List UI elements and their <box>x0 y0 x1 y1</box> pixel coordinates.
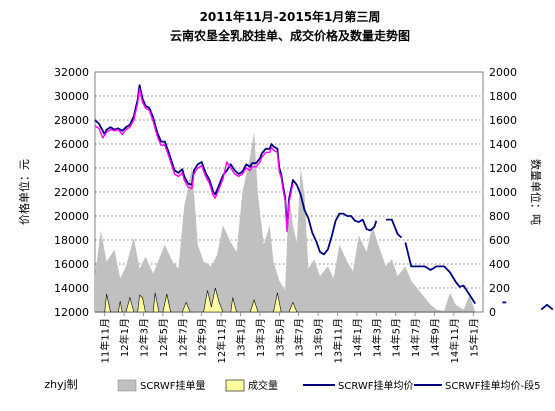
legend-item-traded: 成交量 <box>225 379 278 392</box>
y-right-tick-label: 600 <box>489 234 510 247</box>
legend-label-volume: SCRWF挂单量 <box>140 379 206 392</box>
x-axis-ticks: 11年11月 12年1月 12年3月 12年5月 12年7月 12年9月 12年11月 13年… <box>99 312 480 363</box>
area-series <box>95 132 476 313</box>
x-tick-label: 15年1月 <box>467 318 480 357</box>
x-tick-label: 14年9月 <box>429 318 442 357</box>
y-right-tick-label: 1200 <box>489 162 517 175</box>
y-right-tick-label: 1800 <box>489 90 517 103</box>
y-left-tick-label: 32000 <box>54 66 89 79</box>
y-right-tick-label: 2000 <box>489 66 517 79</box>
y-right-tick-label: 1400 <box>489 138 517 151</box>
y-axis-right-ticks: 0 200 400 600 800 1000 1200 1400 1600 1800 2000 <box>489 66 517 319</box>
x-tick-label: 12年7月 <box>176 318 189 357</box>
area-series-1 <box>95 287 476 313</box>
legend-swatch-traded <box>225 379 245 392</box>
x-tick-label: 14年7月 <box>409 318 422 357</box>
x-tick-label: 14年1月 <box>351 318 364 357</box>
line-series-3 <box>386 218 403 239</box>
y-right-tick-label: 0 <box>489 306 496 319</box>
y-right-tick-label: 800 <box>489 210 510 223</box>
y-left-tick-label: 14000 <box>54 282 89 295</box>
legend-item-volume: SCRWF挂单量 <box>117 379 206 392</box>
x-tick-label: 13年9月 <box>312 318 325 357</box>
x-tick-label: 13年7月 <box>293 318 306 357</box>
x-tick-label: 12年3月 <box>138 318 151 357</box>
area-series-0 <box>95 132 476 312</box>
y-left-tick-label: 16000 <box>54 258 89 271</box>
y-right-tick-label: 1600 <box>489 114 517 127</box>
x-tick-label: 14年11月 <box>448 318 461 363</box>
y-right-tick-label: 1000 <box>489 186 517 199</box>
y-left-tick-label: 22000 <box>54 186 89 199</box>
y-left-tick-label: 20000 <box>54 210 89 223</box>
credit-label: zhyj制 <box>44 378 77 391</box>
x-tick-label: 12年9月 <box>196 318 209 357</box>
x-tick-label: 13年5月 <box>273 318 286 357</box>
line-series-6 <box>540 303 554 311</box>
legend: zhyj制 SCRWF挂单量 成交量 SCRWF挂单均价 SCRWF挂单均价-段… <box>44 378 540 392</box>
y-axis-right-label: 数量单位：吨 <box>529 159 543 225</box>
y-left-tick-label: 28000 <box>54 114 89 127</box>
y-left-tick-label: 12000 <box>54 306 89 319</box>
y-right-tick-label: 400 <box>489 258 510 271</box>
x-tick-label: 14年3月 <box>370 318 383 357</box>
y-left-tick-label: 18000 <box>54 234 89 247</box>
x-tick-label: 12年5月 <box>157 318 170 357</box>
x-tick-label: 13年3月 <box>254 318 267 357</box>
x-tick-label: 14年5月 <box>390 318 403 357</box>
chart-subtitle: 云南农垦全乳胶挂单、成交价格及数量走势图 <box>170 28 410 43</box>
x-tick-label: 11年11月 <box>99 318 112 363</box>
legend-item-avg-price: SCRWF挂单均价 <box>303 379 414 392</box>
x-tick-label: 13年1月 <box>235 318 248 357</box>
y-right-tick-label: 200 <box>489 282 510 295</box>
legend-label-traded: 成交量 <box>248 379 278 392</box>
legend-label-avg-price: SCRWF挂单均价 <box>338 379 414 392</box>
x-tick-label: 12年1月 <box>118 318 131 357</box>
y-left-tick-label: 26000 <box>54 138 89 151</box>
legend-item-min-price: SCRWF挂单均价-段5 <box>414 379 540 392</box>
y-left-tick-label: 24000 <box>54 162 89 175</box>
line-series <box>94 84 554 311</box>
y-axis-left-ticks: 12000 14000 16000 18000 20000 22000 24000 26000… <box>54 66 89 319</box>
chart-title: 2011年11月-2015年1月第三周 <box>200 9 381 24</box>
x-tick-label: 12年11月 <box>215 318 228 363</box>
y-axis-left-label: 价格单位：元 <box>17 159 31 225</box>
legend-label-min-price: SCRWF挂单均价-段5 <box>445 379 540 392</box>
legend-swatch-volume <box>117 379 137 392</box>
line-series-7 <box>94 88 294 233</box>
x-tick-label: 13年11月 <box>332 318 345 363</box>
y-left-tick-label: 30000 <box>54 90 89 103</box>
line-series-4 <box>404 242 476 305</box>
